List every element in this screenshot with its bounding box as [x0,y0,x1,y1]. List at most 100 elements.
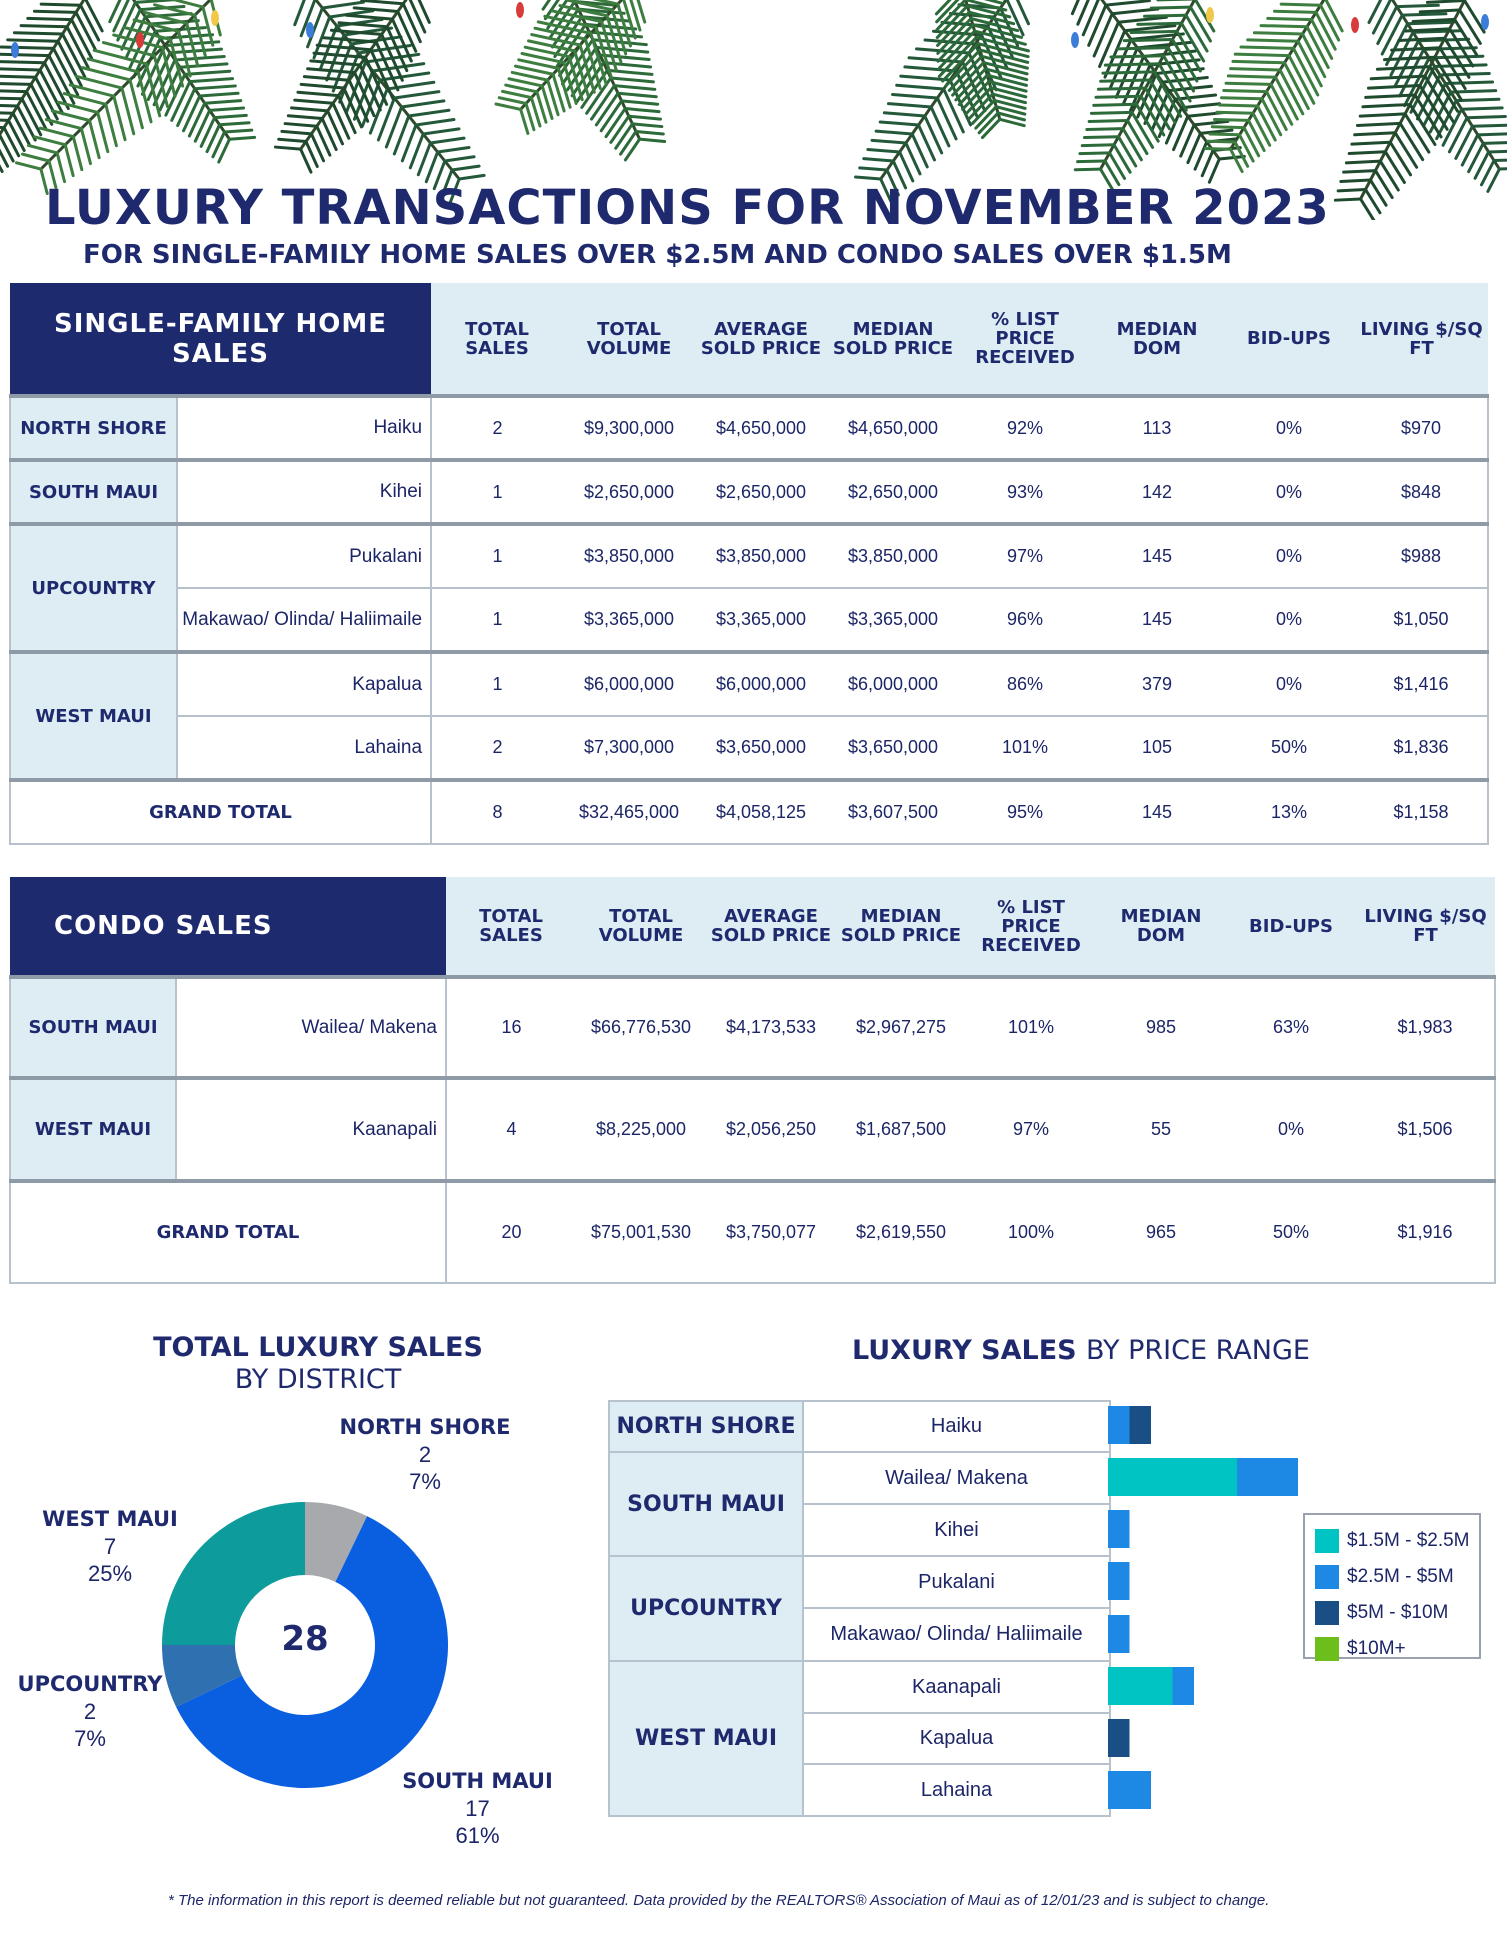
value-cell: 97% [959,522,1092,589]
bar-segment [1108,1510,1130,1548]
area-cell: Kaanapali [175,1076,447,1182]
donut-title: TOTAL LUXURY SALES [153,1332,483,1363]
value-cell: $3,365,000 [563,587,696,653]
grand-total-row: GRAND TOTAL 20 $75,001,530 $3,750,077 $2… [9,1179,1496,1284]
col-total-sales: TOTAL SALES [431,283,564,396]
area-cell: Kapalua [175,650,433,717]
region-north-shore: NORTH SHORE [608,1400,804,1453]
col-average-sold-price: AVERAGE SOLD PRICE [706,877,836,977]
value-cell: $3,650,000 [827,715,960,781]
value-cell: $1,983 [1356,975,1496,1079]
legend-swatch [1315,1601,1339,1625]
value-cell: 97% [966,1076,1096,1182]
region-cell: WEST MAUI [9,1076,177,1182]
donut-slice-upcountry [162,1645,242,1708]
area-cell: Pukalani [175,522,433,589]
bar-segment [1108,1771,1151,1809]
value-cell: $6,000,000 [695,650,828,717]
value-cell: $4,173,533 [706,975,836,1079]
label-west-maui: WEST MAUI 7 25% [30,1505,190,1587]
value-cell: $988 [1355,522,1490,589]
value-cell: $3,850,000 [563,522,696,589]
value-cell: 100% [966,1179,1096,1284]
legend-label: $2.5M - $5M [1347,1566,1454,1587]
region-cell: SOUTH MAUI [9,975,177,1079]
table-row: Makawao/ Olinda/ Haliimaile 1 $3,365,000… [10,587,1490,653]
bar-segment [1108,1406,1130,1444]
label-pct: 7% [74,1726,106,1751]
price-range-table: NORTH SHORE Haiku SOUTH MAUI Wailea/ Mak… [608,1400,1111,1817]
label-name: NORTH SHORE [339,1415,511,1439]
value-cell: $6,000,000 [563,650,696,717]
value-cell: $2,056,250 [706,1076,836,1182]
area-label: Kaanapali [802,1660,1111,1714]
range-subtitle: BY PRICE RANGE [1086,1335,1310,1366]
value-cell: $2,619,550 [836,1179,966,1284]
value-cell: 96% [959,587,1092,653]
value-cell: $32,465,000 [563,778,696,845]
bar-segment [1108,1562,1130,1600]
donut-center-total: 28 [281,1619,328,1659]
col-bid-ups: BID-UPS [1223,283,1356,396]
col-bid-ups: BID-UPS [1226,877,1356,977]
condo-table: CONDO SALES TOTAL SALES TOTAL VOLUME AVE… [9,877,1496,1284]
value-cell: $1,506 [1356,1076,1496,1182]
value-cell: 50% [1223,715,1356,781]
label-count: 2 [418,1442,432,1467]
donut-slice-north-shore [305,1502,368,1582]
value-cell: $848 [1355,458,1490,525]
col-total-volume: TOTAL VOLUME [576,877,706,977]
bar-segment [1129,1406,1151,1444]
value-cell: $7,300,000 [563,715,696,781]
value-cell: $1,158 [1355,778,1490,845]
value-cell: 1 [430,458,564,525]
bar-segment [1108,1719,1130,1757]
legend-item: $2.5M - $5M [1315,1559,1479,1595]
label-count: 17 [465,1796,490,1821]
legend-item: $10M+ [1315,1631,1479,1667]
value-cell: 4 [445,1076,576,1182]
col-total-volume: TOTAL VOLUME [563,283,696,396]
value-cell: 142 [1091,458,1224,525]
legend-item: $1.5M - $2.5M [1315,1523,1479,1559]
value-cell: 379 [1091,650,1224,717]
value-cell: 0% [1223,650,1356,717]
bar-segment [1108,1667,1173,1705]
value-cell: $3,750,077 [706,1179,836,1284]
table-row: WEST MAUI Kaanapali 4 $8,225,000 $2,056,… [9,1076,1496,1182]
value-cell: $3,365,000 [695,587,828,653]
col-average-sold-price: AVERAGE SOLD PRICE [695,283,828,396]
value-cell: 145 [1091,522,1224,589]
grand-total-row: GRAND TOTAL 8 $32,465,000 $4,058,125 $3,… [8,778,1490,845]
value-cell: $2,650,000 [563,458,696,525]
value-cell: 55 [1096,1076,1226,1182]
single-family-table: SINGLE-FAMILY HOME SALES TOTAL SALES TOT… [8,283,1490,845]
value-cell: 0% [1223,394,1356,461]
value-cell: 20 [445,1179,576,1284]
value-cell: $1,836 [1355,715,1490,781]
col-median-sold-price: MEDIAN SOLD PRICE [827,283,960,396]
label-name: WEST MAUI [42,1507,178,1531]
value-cell: $2,650,000 [827,458,960,525]
condo-header: CONDO SALES [10,877,446,977]
value-cell: $3,850,000 [695,522,828,589]
value-cell: 965 [1096,1179,1226,1284]
label-pct: 25% [87,1561,133,1586]
area-cell: Wailea/ Makena [175,975,447,1079]
label-south-maui: SOUTH MAUI 17 61% [390,1767,565,1849]
value-cell: 13% [1223,778,1356,845]
value-cell: $1,416 [1355,650,1490,717]
region-cell: WEST MAUI [9,650,178,781]
value-cell: 0% [1223,587,1356,653]
bar-segment [1108,1458,1237,1496]
value-cell: 63% [1226,975,1356,1079]
table-row: NORTH SHORE Haiku 2 $9,300,000 $4,650,00… [9,394,1490,461]
value-cell: $4,650,000 [695,394,828,461]
legend-item: $5M - $10M [1315,1595,1479,1631]
page-subtitle: FOR SINGLE-FAMILY HOME SALES OVER $2.5M … [83,240,1232,270]
legend-label: $1.5M - $2.5M [1347,1530,1470,1551]
area-label: Wailea/ Makena [802,1451,1111,1505]
value-cell: $8,225,000 [576,1076,706,1182]
region-cell: SOUTH MAUI [9,458,178,525]
value-cell: 985 [1096,975,1226,1079]
